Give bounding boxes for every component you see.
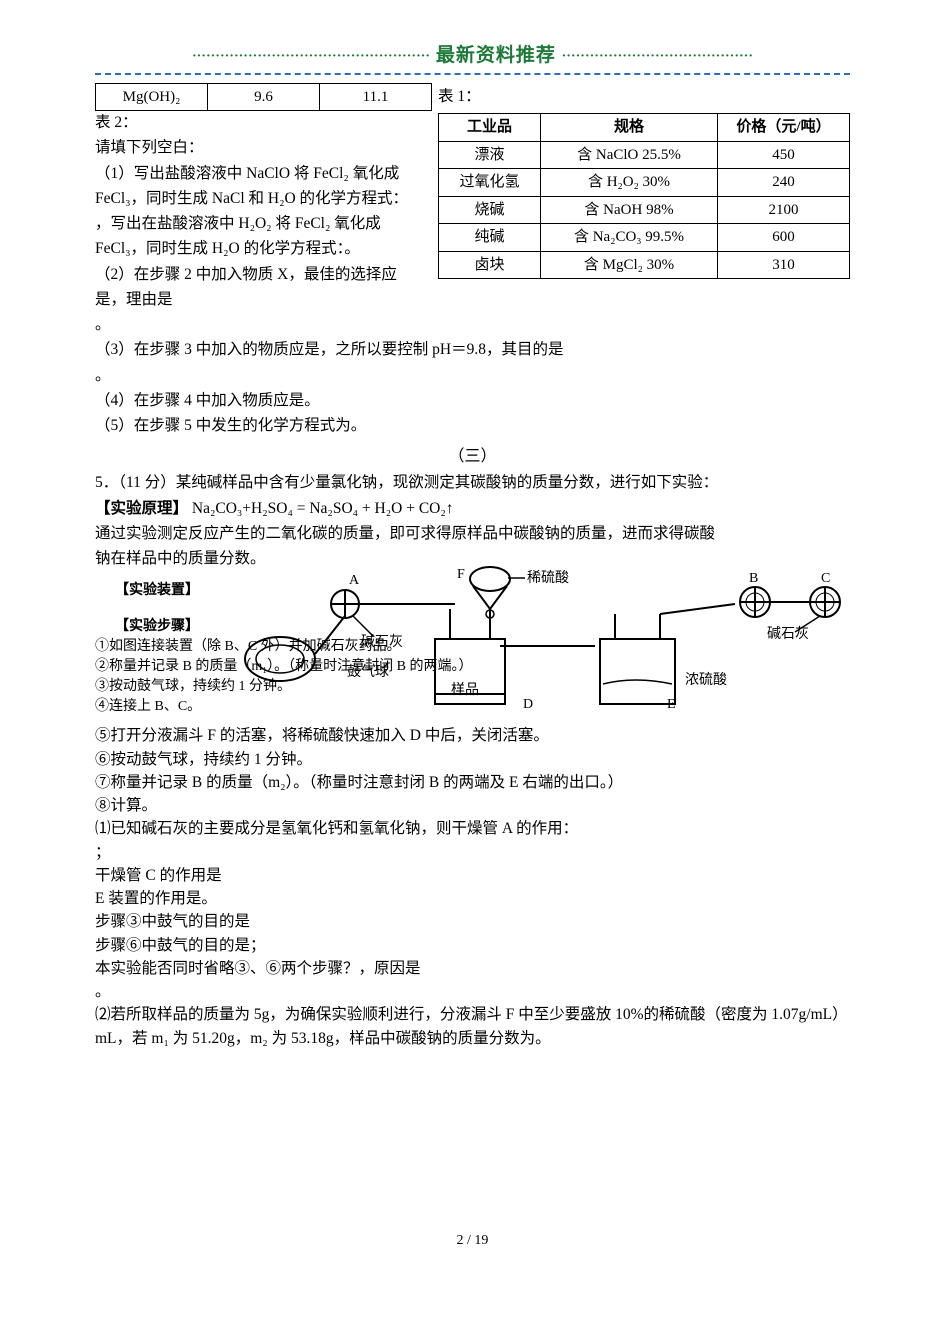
sub1d: E 装置的作用是。 (95, 887, 850, 910)
sub1e: 步骤③中鼓气的目的是 (95, 910, 850, 933)
q3: （3）在步骤 3 中加入的物质应是，之所以要控制 pH＝9.8，其目的是 (95, 338, 850, 361)
t2-r3c2: 600 (718, 224, 850, 252)
t2-r4c2: 310 (718, 251, 850, 279)
apparatus-diagram: A F 稀硫酸 B C 碱石灰 碱石灰 鼓气球 样品 浓硫酸 D E 【实验装置… (95, 564, 850, 724)
step-8: ⑧计算。 (95, 794, 850, 817)
t2-r1c0: 过氧化氢 (439, 169, 541, 197)
t2-r0c2: 450 (718, 141, 850, 169)
principle-label: 【实验原理】 (95, 500, 188, 517)
dot1: 。 (95, 313, 850, 336)
diag-label-E: E (667, 694, 676, 715)
principle-desc1: 通过实验测定反应产生的二氧化碳的质量，即可求得原样品中碳酸钠的质量，进而求得碳酸 (95, 522, 850, 545)
q4: （4）在步骤 4 中加入物质应是。 (95, 389, 850, 412)
step-3: ③按动鼓气球，持续约 1 分钟。 (95, 676, 291, 697)
document-page: ········································… (0, 0, 945, 1251)
table2: 工业品 规格 价格（元/吨） 漂液 含 NaClO 25.5% 450 过氧化氢… (438, 113, 850, 279)
diag-label-D: D (523, 694, 533, 715)
t2-r2c0: 烧碱 (439, 196, 541, 224)
table1-note: 表 1： (438, 85, 481, 108)
t2-r3c0: 纯碱 (439, 224, 541, 252)
t2-r1c2: 240 (718, 169, 850, 197)
t2-r0c1: 含 NaClO 25.5% (541, 141, 718, 169)
header-underline (95, 73, 850, 75)
t2-r2c1: 含 NaOH 98% (541, 196, 718, 224)
diag-label-lime2: 碱石灰 (767, 624, 809, 645)
step-7: ⑦称量并记录 B 的质量（m₂）。（称量时注意封闭 B 的两端及 E 右端的出口… (95, 771, 850, 794)
t2-r4c0: 卤块 (439, 251, 541, 279)
diag-label-F: F (457, 564, 465, 585)
table1: Mg(OH)₂ 9.6 11.1 (95, 83, 432, 112)
sub1g: 本实验能否同时省略③、⑥两个步骤？，原因是 (95, 957, 850, 980)
section-3-heading: （三） (95, 445, 850, 469)
t2-h1: 规格 (541, 114, 718, 142)
t2-r1c1: 含 H₂O₂ 30% (541, 169, 718, 197)
step-4: ④连接上 B、C。 (95, 696, 201, 717)
sub1b: ； (95, 841, 850, 864)
sub1f: 步骤⑥中鼓气的目的是； (95, 934, 850, 957)
sub1c: 干燥管 C 的作用是 (95, 864, 850, 887)
principle-eq: Na₂CO₃+H₂SO₄ = Na₂SO₄ + H₂O + CO₂↑ (192, 500, 454, 517)
q5: （5）在步骤 5 中发生的化学方程式为。 (95, 414, 850, 437)
t2-r2c2: 2100 (718, 196, 850, 224)
step-5: ⑤打开分液漏斗 F 的活塞，将稀硫酸快速加入 D 中后，关闭活塞。 (95, 724, 850, 747)
t2-r3c1: 含 Na₂CO₃ 99.5% (541, 224, 718, 252)
sub1a: ⑴已知碱石灰的主要成分是氢氧化钙和氢氧化钠，则干燥管 A 的作用： (95, 817, 850, 840)
t1-c0: Mg(OH)₂ (96, 83, 208, 111)
t2-h2: 价格（元/吨） (718, 114, 850, 142)
sub2: ⑵若所取样品的质量为 5g，为确保实验顺利进行，分液漏斗 F 中至少要盛放 10… (95, 1003, 850, 1050)
q5-intro: 5．（11 分）某纯碱样品中含有少量氯化钠，现欲测定其碳酸钠的质量分数，进行如下… (95, 471, 850, 494)
diag-label-dilute: 稀硫酸 (527, 568, 569, 589)
header-banner: ········································… (95, 42, 850, 71)
q2b: 是，理由是 (95, 288, 850, 311)
step-2: ②称量并记录 B 的质量（m₁）。（称量时注意封闭 B 的两端。） (95, 656, 615, 677)
t1-c2: 11.1 (320, 83, 432, 111)
diag-label-conc: 浓硫酸 (685, 670, 727, 691)
step-6: ⑥按动鼓气球，持续约 1 分钟。 (95, 748, 850, 771)
header-title: 最新资料推荐 (436, 45, 556, 66)
diag-label-A: A (349, 570, 359, 591)
t2-r0c0: 漂液 (439, 141, 541, 169)
t2-h0: 工业品 (439, 114, 541, 142)
steps-label: 【实验步骤】 (115, 616, 199, 637)
page-number: 2 / 19 (95, 1230, 850, 1251)
table1-row: Mg(OH)₂ 9.6 11.1 表 1： (95, 83, 850, 112)
step-1: ①如图连接装置（除 B、C 外）并加碱石灰药品。 (95, 636, 455, 657)
diag-label-C: C (821, 568, 830, 589)
t2-r4c1: 含 MgCl₂ 30% (541, 251, 718, 279)
apparatus-label: 【实验装置】 (115, 580, 199, 601)
diag-label-B: B (749, 568, 758, 589)
principle-line: 【实验原理】 Na₂CO₃+H₂SO₄ = Na₂SO₄ + H₂O + CO₂… (95, 497, 850, 520)
diag-label-sample: 样品 (451, 680, 479, 701)
t1-c1: 9.6 (208, 83, 320, 111)
dot2: 。 (95, 364, 850, 387)
header-dots-left: ········································… (192, 46, 430, 67)
sub1h: 。 (95, 980, 850, 1003)
header-dots-right: ········································… (562, 46, 753, 67)
